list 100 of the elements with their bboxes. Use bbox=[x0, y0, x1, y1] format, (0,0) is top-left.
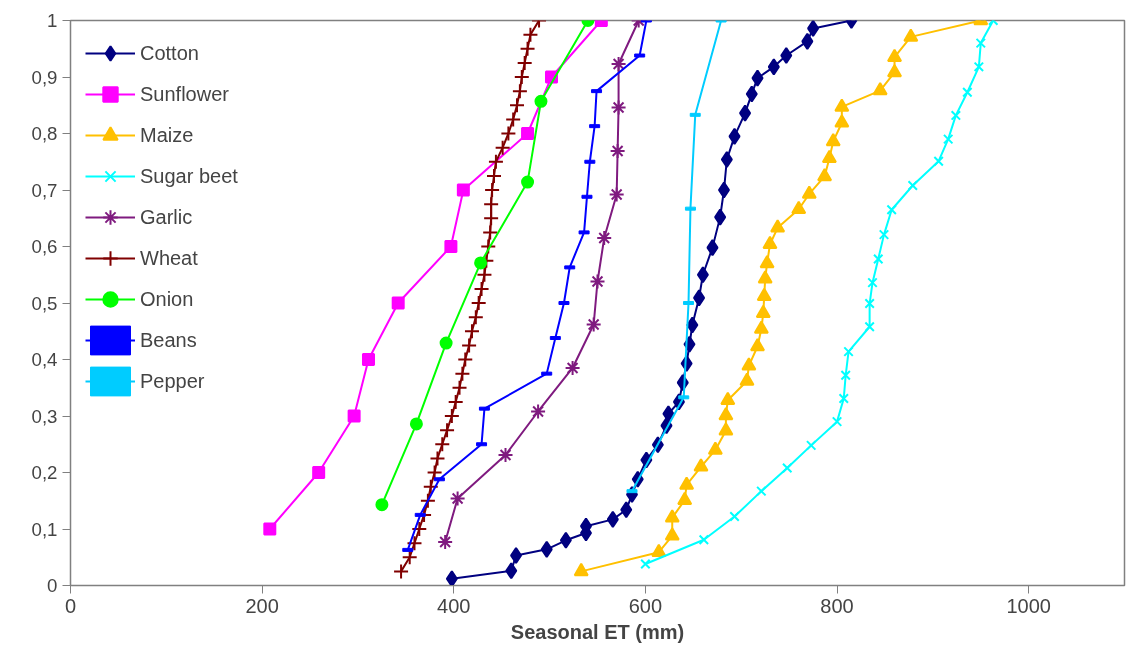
x-tick-label: 600 bbox=[628, 594, 663, 617]
point bbox=[521, 127, 535, 140]
point bbox=[739, 104, 752, 122]
point bbox=[693, 289, 706, 307]
point bbox=[651, 543, 667, 557]
point bbox=[759, 254, 775, 269]
point bbox=[439, 422, 456, 439]
point bbox=[444, 240, 458, 253]
point bbox=[445, 570, 458, 586]
point bbox=[878, 229, 890, 240]
point bbox=[834, 114, 850, 128]
point bbox=[714, 208, 727, 226]
point bbox=[519, 40, 536, 57]
point bbox=[454, 365, 471, 382]
y-tick-label: 0,6 bbox=[31, 236, 58, 257]
point bbox=[361, 353, 375, 366]
point bbox=[662, 405, 675, 423]
y-tick-label: 0,8 bbox=[31, 123, 58, 144]
point bbox=[534, 94, 548, 108]
y-tick-label: 0,3 bbox=[31, 405, 58, 427]
point bbox=[589, 273, 606, 290]
point bbox=[610, 99, 627, 116]
point bbox=[843, 346, 854, 357]
point bbox=[540, 540, 553, 558]
point bbox=[707, 441, 723, 455]
point bbox=[608, 186, 625, 203]
point bbox=[505, 111, 522, 128]
point bbox=[513, 69, 530, 85]
point bbox=[729, 511, 740, 522]
point bbox=[750, 338, 766, 352]
point bbox=[679, 476, 695, 490]
point bbox=[476, 266, 493, 283]
y-tick-label: 1 bbox=[47, 10, 58, 31]
point bbox=[610, 56, 627, 73]
legend-label: Cotton bbox=[140, 40, 199, 66]
point bbox=[439, 336, 453, 350]
point bbox=[564, 359, 581, 376]
point bbox=[780, 47, 793, 65]
point bbox=[950, 110, 962, 121]
point bbox=[805, 440, 817, 451]
point bbox=[474, 256, 488, 270]
point bbox=[933, 155, 944, 167]
legend-label: Maize bbox=[140, 122, 194, 148]
point bbox=[825, 132, 841, 147]
point bbox=[838, 393, 849, 404]
point bbox=[756, 287, 772, 301]
point bbox=[447, 393, 464, 410]
point bbox=[409, 417, 423, 431]
point bbox=[510, 547, 523, 565]
point bbox=[497, 446, 514, 463]
point bbox=[755, 304, 771, 318]
point bbox=[530, 403, 547, 420]
y-tick-label: 0 bbox=[47, 575, 58, 596]
x-tick-label: 800 bbox=[820, 594, 854, 617]
legend-label: Wheat bbox=[140, 245, 198, 271]
point bbox=[511, 83, 528, 100]
y-tick-label: 0,2 bbox=[31, 462, 58, 483]
point bbox=[487, 153, 504, 170]
point bbox=[391, 296, 405, 310]
x-axis-title: Seasonal ET (mm) bbox=[510, 620, 685, 643]
point bbox=[807, 20, 820, 37]
point bbox=[434, 436, 451, 453]
legend-label: Pepper bbox=[140, 368, 205, 394]
x-tick-label: 400 bbox=[437, 594, 471, 617]
point bbox=[620, 501, 633, 519]
point bbox=[718, 406, 734, 421]
point bbox=[375, 498, 389, 512]
point bbox=[706, 239, 719, 257]
point bbox=[483, 196, 500, 213]
point bbox=[470, 295, 487, 311]
point bbox=[693, 458, 709, 472]
point bbox=[728, 127, 741, 145]
y-tick-label: 0,7 bbox=[31, 179, 58, 201]
point bbox=[609, 143, 626, 160]
point bbox=[867, 277, 878, 288]
x-tick-label: 200 bbox=[245, 594, 279, 617]
point bbox=[437, 533, 454, 550]
point bbox=[757, 270, 773, 284]
point bbox=[422, 478, 439, 495]
point bbox=[494, 139, 511, 156]
y-tick-label: 0,4 bbox=[31, 349, 58, 370]
point bbox=[573, 562, 589, 577]
point bbox=[720, 150, 733, 168]
point bbox=[886, 204, 897, 216]
point bbox=[801, 32, 814, 50]
point bbox=[483, 210, 500, 227]
point bbox=[393, 563, 410, 580]
point bbox=[753, 320, 769, 334]
x-tick-label: 0 bbox=[64, 594, 77, 617]
point bbox=[864, 321, 875, 332]
point bbox=[741, 357, 757, 371]
point bbox=[791, 200, 807, 214]
point bbox=[456, 183, 470, 197]
point bbox=[596, 230, 613, 247]
point bbox=[457, 351, 474, 368]
legend-label: Onion bbox=[140, 286, 194, 312]
point bbox=[907, 180, 918, 191]
point bbox=[401, 549, 418, 566]
point bbox=[411, 521, 428, 537]
point bbox=[500, 125, 517, 142]
